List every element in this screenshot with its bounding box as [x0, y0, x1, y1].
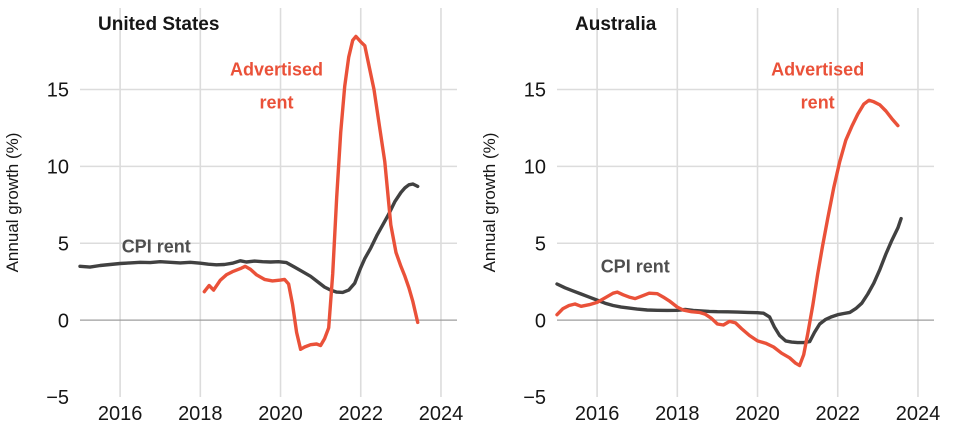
series-line-advertised-rent	[554, 98, 900, 368]
chart-title: Australia	[575, 14, 657, 35]
x-tick-label: 2018	[655, 403, 700, 425]
x-tick-label: 2020	[735, 403, 780, 425]
y-tick-label: 15	[523, 80, 545, 102]
x-tick-label: 2024	[895, 403, 940, 425]
y-tick-label: 15	[47, 80, 69, 102]
series-label-advertised-rent: rent	[260, 93, 294, 113]
x-tick-label: 2016	[574, 403, 619, 425]
y-tick-label: −5	[46, 387, 69, 409]
y-axis-label: Annual growth (%)	[3, 133, 22, 273]
x-tick-label: 2024	[419, 403, 464, 425]
series-line-cpi-rent	[78, 182, 420, 295]
chart-panel-united-states: Advertised rent CPI rent 15 10 5 0 −5 2016 2018 20…	[3, 8, 464, 425]
series-label-advertised-rent: Advertised	[771, 60, 864, 80]
series-line-advertised-rent	[202, 34, 420, 351]
series-label-cpi-rent: CPI rent	[600, 256, 669, 276]
x-tick-label: 2018	[178, 403, 223, 425]
x-tick-label: 2016	[98, 403, 143, 425]
y-tick-label: −5	[523, 387, 546, 409]
y-tick-label: 10	[47, 157, 69, 179]
chart-title: United States	[98, 14, 219, 35]
y-axis-label: Annual growth (%)	[480, 133, 499, 273]
x-tick-label: 2020	[258, 403, 303, 425]
y-tick-label: 10	[523, 157, 545, 179]
series-label-advertised-rent: Advertised	[230, 60, 323, 80]
x-tick-label: 2022	[338, 403, 383, 425]
y-tick-label: 0	[534, 310, 545, 332]
series-label-cpi-rent: CPI rent	[122, 236, 191, 256]
series-label-advertised-rent: rent	[800, 93, 834, 113]
x-tick-label: 2022	[815, 403, 860, 425]
y-tick-label: 5	[534, 233, 545, 255]
y-tick-label: 0	[58, 310, 69, 332]
series-line-cpi-rent	[554, 216, 903, 345]
y-tick-label: 5	[58, 233, 69, 255]
chart-panel-australia: Advertised rent CPI rent 15 10 5 0 −5 2016 2018 20…	[480, 8, 940, 425]
